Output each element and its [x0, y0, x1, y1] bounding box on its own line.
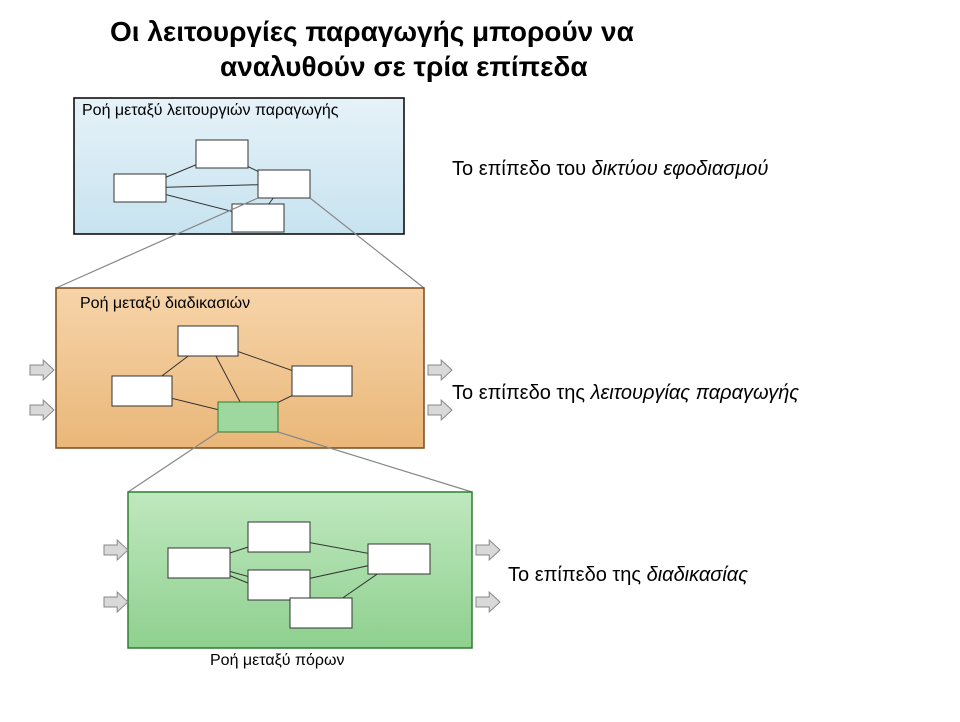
level3-panel	[128, 492, 472, 648]
edge	[142, 341, 208, 391]
flow-arrow-icon	[476, 592, 500, 612]
level2-label-italic: λειτουργίας παραγωγής	[591, 382, 799, 404]
edge	[279, 559, 399, 585]
level2-node-3	[292, 366, 352, 396]
edge	[321, 559, 399, 613]
flow-arrow-icon	[428, 360, 452, 380]
level1-node-3	[232, 204, 284, 232]
zoom-line	[56, 198, 258, 288]
edge	[199, 537, 279, 563]
level3-node-1	[248, 522, 310, 552]
zoom-line	[310, 198, 424, 288]
level1-node-0	[114, 174, 166, 202]
level2-node-0	[178, 326, 238, 356]
level1-label-prefix: Το επίπεδο του	[452, 158, 592, 180]
edge	[248, 381, 322, 417]
edge	[222, 154, 284, 184]
level3-node-2	[248, 570, 310, 600]
edge	[208, 341, 322, 381]
edge	[258, 184, 284, 218]
edge	[208, 341, 248, 417]
edge	[142, 391, 248, 417]
flow-arrow-icon	[30, 360, 54, 380]
level1-node-1	[196, 140, 248, 168]
edge	[140, 184, 284, 188]
level3-label-prefix: Το επίπεδο της	[508, 564, 647, 586]
level3-node-0	[168, 548, 230, 578]
edge	[279, 537, 399, 559]
level3-label: Το επίπεδο της διαδικασίας	[508, 564, 748, 587]
slide-title: Οι λειτουργίες παραγωγής μπορούν να αναλ…	[110, 14, 750, 84]
flow-arrow-icon	[30, 400, 54, 420]
level3-node-4	[368, 544, 430, 574]
level2-label: Το επίπεδο της λειτουργίας παραγωγής	[452, 382, 799, 405]
level1-label: Το επίπεδο του δικτύου εφοδιασμού	[452, 158, 768, 181]
flow-arrow-icon	[104, 540, 128, 560]
edge	[199, 563, 279, 585]
zoom-line	[278, 432, 472, 492]
level3-node-3	[290, 598, 352, 628]
title-line1: Οι λειτουργίες παραγωγής μπορούν να	[110, 16, 634, 47]
level3-label-italic: διαδικασίας	[647, 564, 748, 586]
level2-caption: Ροή μεταξύ διαδικασιών	[80, 295, 250, 313]
level1-label-italic: δικτύου εφοδιασμού	[592, 158, 769, 180]
edge	[199, 563, 321, 613]
level2-node-2	[218, 402, 278, 432]
level2-node-1	[112, 376, 172, 406]
title-line2: αναλυθούν σε τρία επίπεδα	[110, 51, 588, 82]
zoom-line	[128, 432, 218, 492]
edge	[140, 154, 222, 188]
level2-label-prefix: Το επίπεδο της	[452, 382, 591, 404]
flow-arrow-icon	[428, 400, 452, 420]
edge	[140, 188, 258, 218]
level1-caption: Ροή μεταξύ λειτουργιών παραγωγής	[82, 102, 339, 120]
level1-node-2	[258, 170, 310, 198]
level3-caption: Ροή μεταξύ πόρων	[210, 652, 345, 670]
flow-arrow-icon	[104, 592, 128, 612]
flow-arrow-icon	[476, 540, 500, 560]
